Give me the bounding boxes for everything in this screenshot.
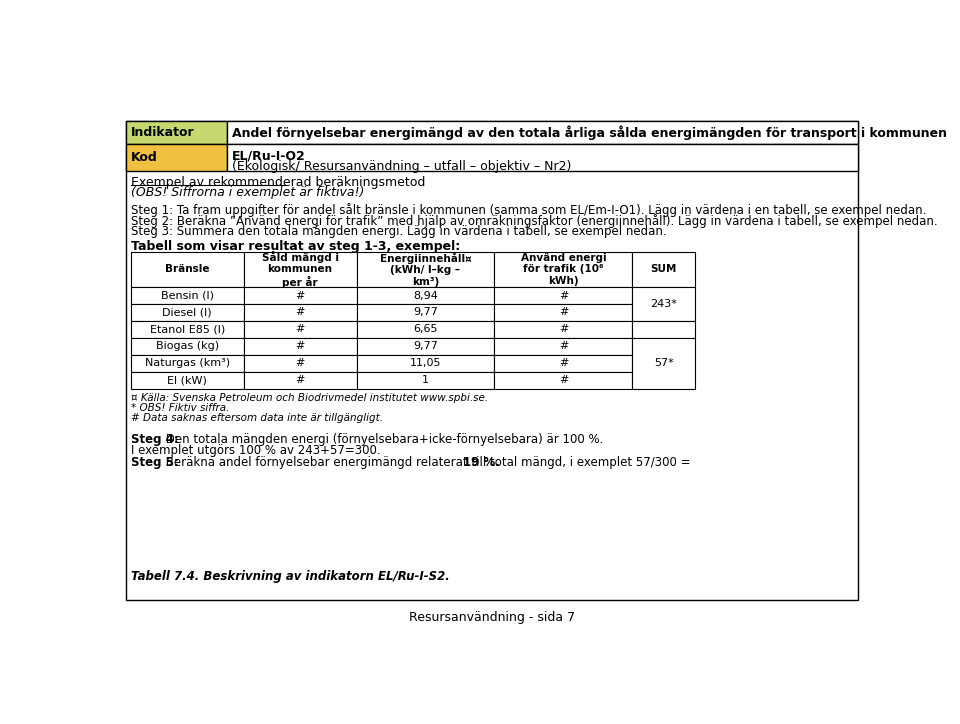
Text: Såld mängd i
kommunen
per år: Såld mängd i kommunen per år: [262, 251, 339, 288]
Bar: [633, 287, 695, 321]
Text: 1: 1: [422, 375, 429, 385]
Text: # Data saknas eftersom data inte är tillgängligt.: # Data saknas eftersom data inte är till…: [131, 413, 383, 423]
Text: * OBS! Fiktiv siffra.: * OBS! Fiktiv siffra.: [131, 403, 229, 413]
Bar: [356, 372, 494, 389]
Bar: [356, 321, 494, 338]
Bar: [633, 252, 695, 287]
Bar: [494, 355, 633, 372]
Text: I exemplet utgörs 100 % av 243+57=300.: I exemplet utgörs 100 % av 243+57=300.: [131, 444, 380, 457]
Bar: [494, 372, 633, 389]
Bar: [244, 252, 356, 287]
Text: Exempel av rekommenderad beräkningsmetod: Exempel av rekommenderad beräkningsmetod: [131, 176, 425, 189]
Text: 243*: 243*: [650, 299, 677, 309]
Bar: [131, 338, 244, 355]
Text: Kod: Kod: [131, 151, 157, 164]
Text: #: #: [296, 358, 304, 369]
Bar: [227, 144, 858, 171]
Text: 9,77: 9,77: [413, 342, 438, 351]
Bar: [244, 287, 356, 304]
Text: Energiinnehåll¤
(kWh/ l–kg –
km³): Energiinnehåll¤ (kWh/ l–kg – km³): [379, 252, 471, 287]
Bar: [244, 355, 356, 372]
Bar: [494, 252, 633, 287]
Text: Biogas (kg): Biogas (kg): [156, 342, 219, 351]
Text: Steg 2: Beräkna ”Använd energi för trafik” med hjälp av omräkningsfaktor (energi: Steg 2: Beräkna ”Använd energi för trafi…: [131, 214, 938, 228]
Text: Tabell som visar resultat av steg 1-3, exempel:: Tabell som visar resultat av steg 1-3, e…: [131, 240, 460, 253]
Text: Etanol E85 (l): Etanol E85 (l): [150, 324, 225, 334]
Text: 8,94: 8,94: [413, 290, 438, 300]
Text: EL/Ru-I-O2: EL/Ru-I-O2: [231, 149, 305, 162]
Text: Diesel (l): Diesel (l): [162, 308, 212, 318]
Text: #: #: [559, 290, 568, 300]
Text: #: #: [296, 290, 304, 300]
Text: #: #: [296, 342, 304, 351]
Text: (Ekologisk/ Resursanvändning – utfall – objektiv – Nr2): (Ekologisk/ Resursanvändning – utfall – …: [231, 160, 571, 173]
Bar: [633, 321, 695, 338]
Text: #: #: [296, 324, 304, 334]
Text: Steg 5:: Steg 5:: [131, 455, 179, 468]
Bar: [244, 338, 356, 355]
Bar: [227, 121, 858, 144]
Text: 11,05: 11,05: [410, 358, 442, 369]
Text: #: #: [559, 358, 568, 369]
Text: 19 %.: 19 %.: [463, 455, 499, 468]
Bar: [131, 355, 244, 372]
Bar: [494, 321, 633, 338]
Bar: [633, 338, 695, 389]
Text: Resursanvändning - sida 7: Resursanvändning - sida 7: [409, 611, 575, 624]
Bar: [356, 252, 494, 287]
Text: Tabell 7.4. Beskrivning av indikatorn EL/Ru-I-S2.: Tabell 7.4. Beskrivning av indikatorn EL…: [131, 570, 449, 583]
Text: Steg 1: Ta fram uppgifter för andel sålt bränsle i kommunen (samma som EL/Em-I-O: Steg 1: Ta fram uppgifter för andel sålt…: [131, 203, 926, 217]
Text: 57*: 57*: [654, 358, 674, 369]
Bar: [131, 304, 244, 321]
Text: ¤ Källa: Svenska Petroleum och Biodrivmedel institutet www.spbi.se.: ¤ Källa: Svenska Petroleum och Biodrivme…: [131, 392, 488, 403]
Text: Den totala mängden energi (förnyelsebara+icke-förnyelsebara) är 100 %.: Den totala mängden energi (förnyelsebara…: [162, 433, 603, 445]
Bar: [356, 304, 494, 321]
Text: 6,65: 6,65: [413, 324, 438, 334]
Text: #: #: [559, 375, 568, 385]
Text: Använd energi
för trafik (10⁶
kWh): Använd energi för trafik (10⁶ kWh): [520, 253, 606, 286]
Text: #: #: [296, 308, 304, 318]
Bar: [356, 355, 494, 372]
Bar: [126, 121, 227, 144]
Bar: [131, 252, 244, 287]
Bar: [131, 287, 244, 304]
Text: (OBS! Siffrorna i exemplet är fiktiva!): (OBS! Siffrorna i exemplet är fiktiva!): [131, 186, 364, 199]
Text: SUM: SUM: [651, 264, 677, 274]
Text: #: #: [296, 375, 304, 385]
Text: Steg 4:: Steg 4:: [131, 433, 179, 445]
Bar: [494, 287, 633, 304]
Bar: [126, 121, 858, 599]
Text: Bensin (l): Bensin (l): [160, 290, 214, 300]
Bar: [244, 304, 356, 321]
Bar: [131, 372, 244, 389]
Text: #: #: [559, 342, 568, 351]
Bar: [494, 338, 633, 355]
Text: #: #: [559, 324, 568, 334]
Bar: [244, 321, 356, 338]
Text: 9,77: 9,77: [413, 308, 438, 318]
Text: Bränsle: Bränsle: [165, 264, 209, 274]
Text: Steg 3: Summera den totala mängden energi. Lägg in värdena i tabell, se exempel : Steg 3: Summera den totala mängden energ…: [131, 224, 666, 237]
Bar: [356, 287, 494, 304]
Bar: [494, 304, 633, 321]
Bar: [126, 144, 227, 171]
Text: Naturgas (km³): Naturgas (km³): [145, 358, 229, 369]
Text: Indikator: Indikator: [131, 126, 195, 139]
Bar: [244, 372, 356, 389]
Text: El (kW): El (kW): [167, 375, 207, 385]
Bar: [356, 338, 494, 355]
Bar: [131, 321, 244, 338]
Text: Beräkna andel förnyelsebar energimängd relaterat till total mängd, i exemplet 57: Beräkna andel förnyelsebar energimängd r…: [162, 455, 694, 468]
Text: #: #: [559, 308, 568, 318]
Text: Andel förnyelsebar energimängd av den totala årliga sålda energimängden för tran: Andel förnyelsebar energimängd av den to…: [231, 125, 947, 140]
